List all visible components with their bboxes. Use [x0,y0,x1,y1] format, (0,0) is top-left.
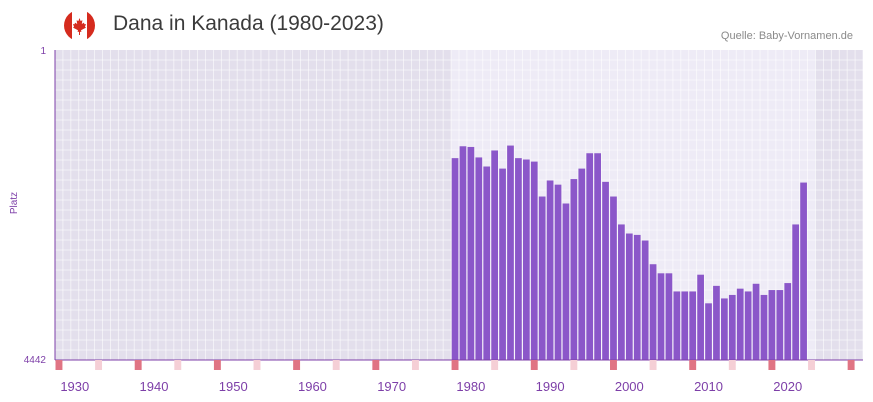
bar-1979 [459,146,467,360]
bar-2009 [697,274,704,360]
bar-2004 [657,273,665,360]
canada-flag-icon [64,10,95,41]
x-tick-mark-minor [411,360,419,370]
bar-2014 [736,288,744,360]
x-tick-label: 1950 [219,379,248,394]
plot-grid [54,50,864,360]
x-tick-label: 1980 [456,379,485,394]
y-tick-label-top: 1 [40,46,46,57]
x-tick-mark-major [530,360,538,370]
source-label: Quelle: Baby-Vornamen.de [720,30,853,42]
bar-1985 [507,145,514,360]
bar-1983 [491,150,499,360]
bar-2011 [713,285,720,360]
x-tick-label: 1990 [536,379,565,394]
bar-1990 [546,180,554,360]
y-tick-label-bottom: 4442 [24,355,47,366]
bar-1986 [515,158,522,360]
bar-1994 [578,168,586,360]
x-tick-label: 1970 [377,379,406,394]
x-tick-label: 2020 [773,379,802,394]
bar-1995 [586,153,594,360]
axes-group [54,50,863,361]
bar-2005 [665,273,673,360]
bar-2016 [752,283,760,360]
x-tick-mark-major [768,360,776,370]
x-tick-mark-minor [808,360,815,370]
x-tick-labels: 1930 1940 1950 1960 1970 1980 1990 2000 2010 2020 [60,379,802,394]
bar-1993 [570,179,578,360]
bars-group [451,145,807,360]
x-tick-label: 2000 [615,379,644,394]
x-tick-mark-major [134,360,142,370]
bar-2006 [673,291,681,360]
bar-1980 [467,146,475,360]
x-tick-mark-major [451,360,459,370]
x-tick-label: 1940 [140,379,169,394]
chart-title: Dana in Kanada (1980-2023) [113,12,384,35]
bar-2003 [649,264,657,360]
bar-1984 [499,168,506,360]
bar-2019 [776,290,784,360]
bar-1991 [554,184,562,360]
bar-1999 [618,224,625,360]
bar-2007 [681,291,689,360]
x-tick-mark-major [847,360,855,370]
bar-2022 [800,182,807,360]
bar-2012 [721,298,728,360]
bar-1989 [538,196,546,360]
x-tick-mark-minor [95,360,103,370]
bar-2000 [625,233,633,360]
bar-2010 [705,303,712,360]
x-tick-label: 2010 [694,379,723,394]
x-tick-mark-minor [174,360,182,370]
x-tick-mark-minor [570,360,578,370]
x-tick-mark-major [213,360,221,370]
bar-1981 [475,157,483,360]
y-axis-label: Platz [9,192,20,214]
bar-2001 [633,234,641,360]
bar-1996 [594,153,601,360]
bar-2018 [768,290,776,360]
x-tick-mark-minor [332,360,340,370]
bar-1978 [451,158,459,360]
bar-1998 [610,196,617,360]
bar-2017 [760,294,768,360]
bar-1997 [602,181,609,360]
bar-2013 [728,294,736,360]
x-tick-marks [55,360,855,370]
bar-1992 [562,203,570,360]
bar-1987 [522,159,530,360]
x-tick-mark-minor [491,360,499,370]
bar-2020 [784,283,792,360]
x-tick-mark-major [689,360,697,370]
x-tick-label: 1960 [298,379,327,394]
x-tick-label: 1930 [60,379,89,394]
bar-2008 [689,291,697,360]
bar-2015 [744,291,752,360]
bar-2021 [792,224,800,360]
x-tick-mark-minor [649,360,657,370]
bar-1982 [483,166,491,360]
x-tick-mark-major [293,360,301,370]
x-tick-mark-minor [253,360,261,370]
x-tick-mark-minor [728,360,736,370]
bar-2002 [641,240,649,360]
bar-1988 [530,161,538,360]
x-tick-mark-major [372,360,380,370]
x-tick-mark-major [55,360,63,370]
x-tick-mark-major [610,360,617,370]
